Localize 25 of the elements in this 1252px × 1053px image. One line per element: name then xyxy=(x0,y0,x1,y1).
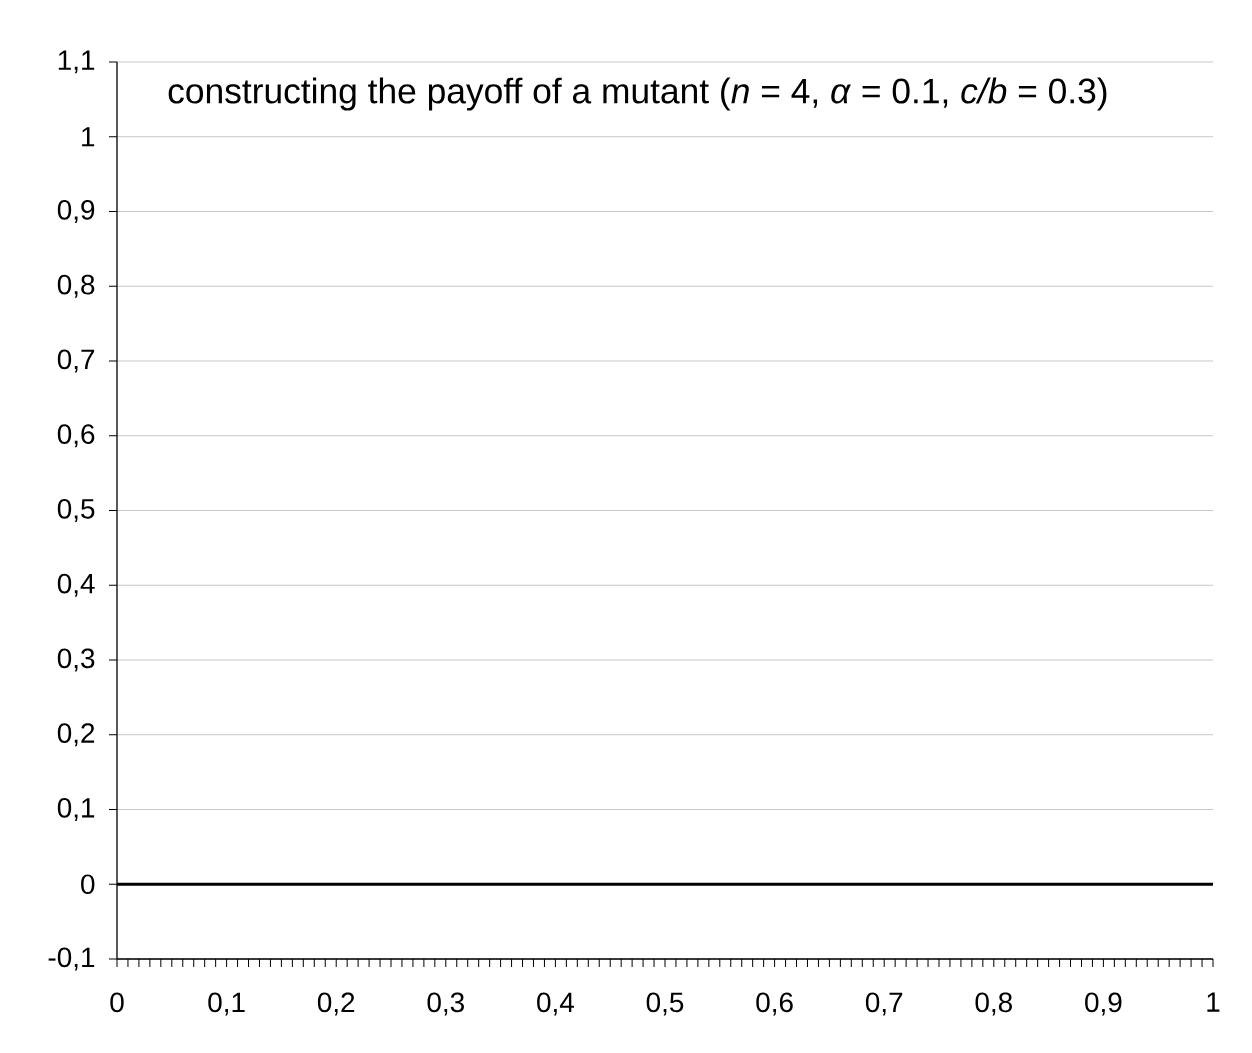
y-tick-label: -0,1 xyxy=(48,947,95,971)
x-tick-label: 0,1 xyxy=(208,992,245,1016)
x-tick-label: 0 xyxy=(110,992,124,1013)
x-tick-label: 0,7 xyxy=(865,992,903,1016)
y-tick-label: 0,3 xyxy=(57,648,95,672)
y-tick-label: 0,6 xyxy=(57,424,95,448)
chart-title: constructing the payoff of a mutant (n = 4, α = 0.1, c/b = 0.3) xyxy=(168,77,1107,111)
x-tick-label: 0,6 xyxy=(756,992,793,1016)
x-tick-label: 1 xyxy=(1207,992,1220,1012)
y-tick-label: 0,9 xyxy=(57,199,95,224)
y-tick-label: 0,1 xyxy=(57,797,95,822)
y-tick-label: 0,8 xyxy=(57,274,95,298)
y-tick-label: 1,1 xyxy=(58,50,95,74)
x-tick-label: 0,9 xyxy=(1085,992,1122,1016)
y-tick-label: 0 xyxy=(81,874,95,895)
x-tick-label: 0,2 xyxy=(317,992,355,1016)
y-tick-label: 1 xyxy=(82,127,95,147)
x-tick-label: 0,4 xyxy=(537,992,574,1016)
x-tick-label: 0,3 xyxy=(427,992,464,1016)
x-tick-label: 0,8 xyxy=(975,992,1012,1016)
x-tick-label: 0,5 xyxy=(646,992,684,1016)
y-tick-label: 0,4 xyxy=(57,573,95,597)
y-tick-label: 0,2 xyxy=(57,723,95,747)
y-tick-label: 0,5 xyxy=(57,498,95,523)
y-tick-label: 0,7 xyxy=(57,349,95,373)
